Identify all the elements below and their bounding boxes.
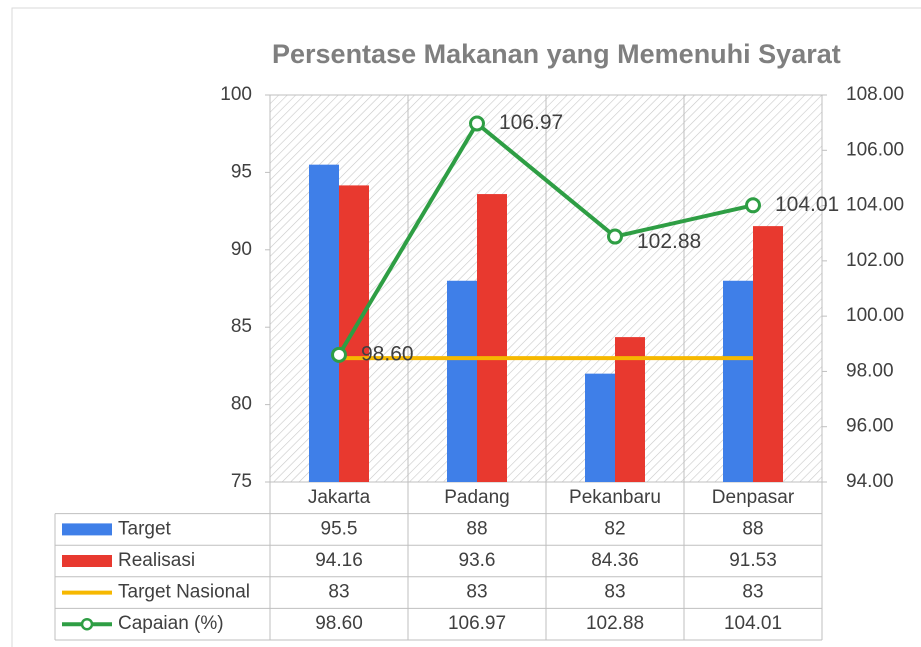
x-tick-label: Pekanbaru	[569, 487, 661, 508]
y-tick-label: 85	[231, 316, 252, 337]
y2-tick-label: 104.00	[846, 195, 904, 216]
table-cell: 98.60	[315, 613, 363, 634]
y-tick-label: 95	[231, 161, 252, 182]
x-tick-label: Denpasar	[712, 487, 795, 508]
bar	[723, 280, 753, 482]
table-cell: 83	[604, 582, 625, 603]
y2-tick-label: 96.00	[846, 416, 894, 437]
table-cell: 94.16	[315, 550, 363, 571]
table-cell: 93.6	[459, 550, 496, 571]
table-cell: 83	[466, 582, 487, 603]
x-tick-label: Padang	[444, 487, 510, 508]
data-label: 104.01	[775, 193, 839, 216]
data-label: 102.88	[637, 230, 701, 253]
y-tick-label: 80	[231, 394, 252, 415]
y2-tick-label: 106.00	[846, 139, 904, 160]
data-label: 98.60	[361, 342, 414, 365]
legend-label: Realisasi	[118, 550, 195, 571]
y2-tick-label: 98.00	[846, 360, 894, 381]
legend-label: Capaian (%)	[118, 613, 224, 634]
bar	[753, 226, 783, 482]
table-cell: 102.88	[586, 613, 644, 634]
bar	[477, 194, 507, 482]
y2-tick-label: 100.00	[846, 305, 904, 326]
table-cell: 88	[742, 518, 763, 539]
table-cell: 88	[466, 518, 487, 539]
line-marker	[607, 228, 623, 245]
y-tick-label: 75	[231, 471, 252, 492]
y2-tick-label: 108.00	[846, 84, 904, 105]
bar	[615, 337, 645, 482]
table-cell: 83	[328, 582, 349, 603]
legend-label: Target Nasional	[118, 582, 250, 603]
table-cell: 91.53	[729, 550, 777, 571]
line-series	[337, 121, 754, 356]
line-marker	[745, 197, 761, 214]
data-label: 106.97	[499, 111, 563, 134]
legend-key	[62, 555, 112, 567]
line-marker	[469, 115, 485, 132]
legend-marker	[80, 617, 94, 631]
table-cell: 84.36	[591, 550, 639, 571]
y2-tick-label: 94.00	[846, 471, 894, 492]
bar	[339, 185, 369, 482]
chart-title: Persentase Makanan yang Memenuhi Syarat	[272, 39, 841, 69]
table-cell: 95.5	[321, 518, 358, 539]
y2-tick-label: 102.00	[846, 250, 904, 271]
bar	[447, 280, 477, 482]
legend-key	[62, 523, 112, 536]
table-cell: 83	[742, 582, 763, 603]
table-cell: 104.01	[724, 613, 782, 634]
table-cell: 82	[604, 518, 625, 539]
bar	[309, 164, 339, 482]
legend-label: Target	[118, 518, 172, 539]
y-tick-label: 100	[220, 84, 252, 105]
x-tick-label: Jakarta	[308, 487, 371, 508]
y-tick-label: 90	[231, 239, 252, 260]
table-cell: 106.97	[448, 613, 506, 634]
bar	[585, 373, 615, 482]
line-marker	[331, 346, 347, 363]
